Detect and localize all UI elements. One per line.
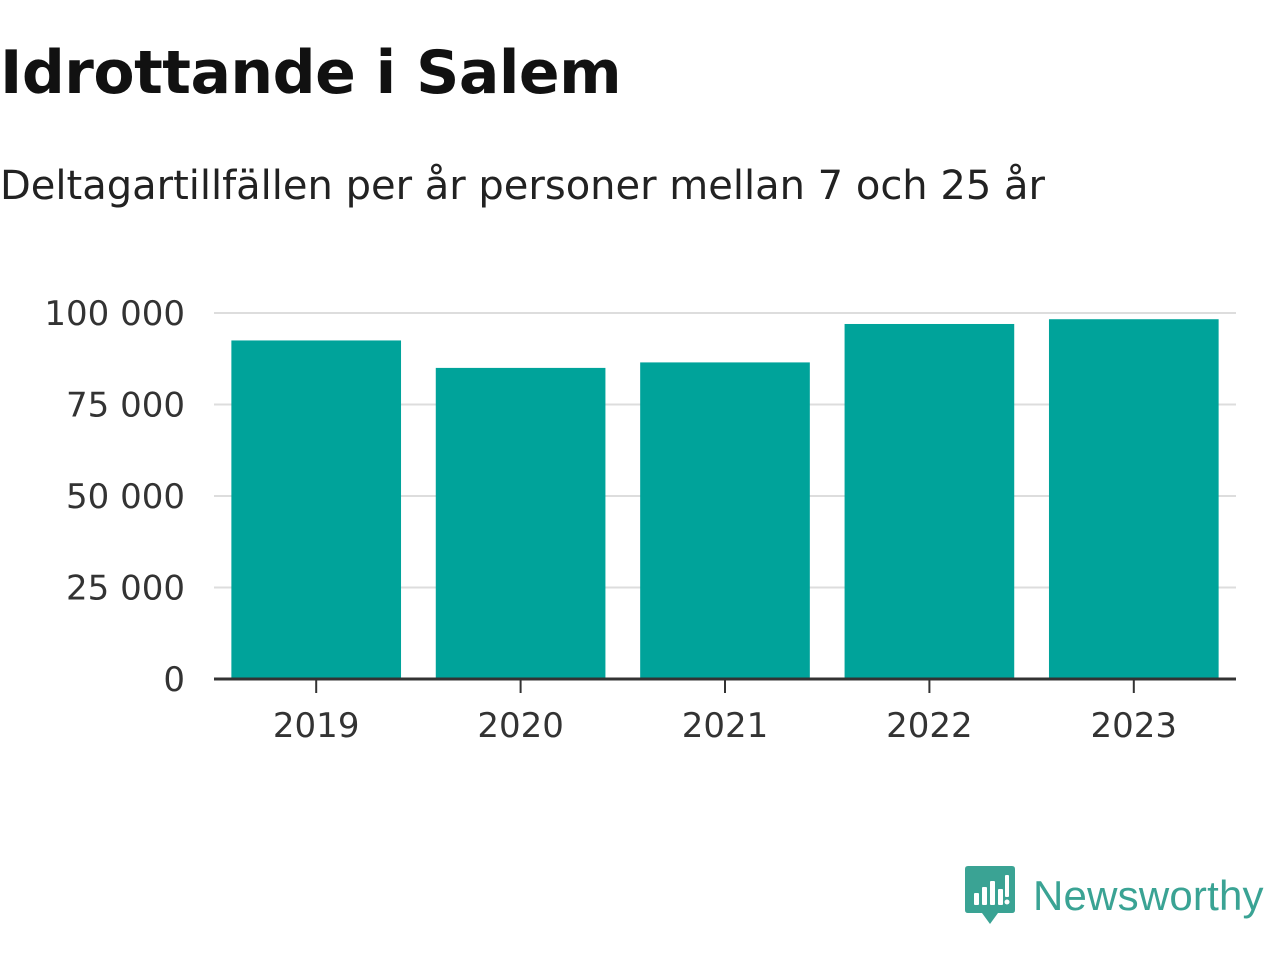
x-tick-label: 2022 [886,706,973,746]
bar-2020 [435,367,606,679]
x-tick-label: 2020 [477,706,564,746]
bar-2019 [231,340,402,679]
bar-2021 [640,362,810,679]
y-tick-label: 75 000 [66,386,185,426]
bars [231,319,1219,679]
bar-2022 [844,323,1015,679]
chart-title: Idrottande i Salem [0,38,622,108]
newsworthy-logo-icon [965,866,1015,924]
chart-subtitle: Deltagartillfällen per år personer mella… [0,163,1045,209]
newsworthy-logo: Newsworthy [965,866,1264,926]
x-tick-label: 2023 [1091,706,1178,746]
bar-2023 [1048,319,1219,679]
y-tick-label: 100 000 [44,294,185,334]
axes: 0 25 000 50 000 75 000 100 000 2019 2020 2021 20… [44,294,1236,746]
brand-name: Newsworthy [1033,872,1264,919]
y-tick-label: 50 000 [66,477,185,517]
y-tick-label: 25 000 [66,569,185,609]
y-tick-label: 0 [163,660,185,700]
x-tick-label: 2019 [273,706,360,746]
x-tick-label: 2021 [682,706,769,746]
